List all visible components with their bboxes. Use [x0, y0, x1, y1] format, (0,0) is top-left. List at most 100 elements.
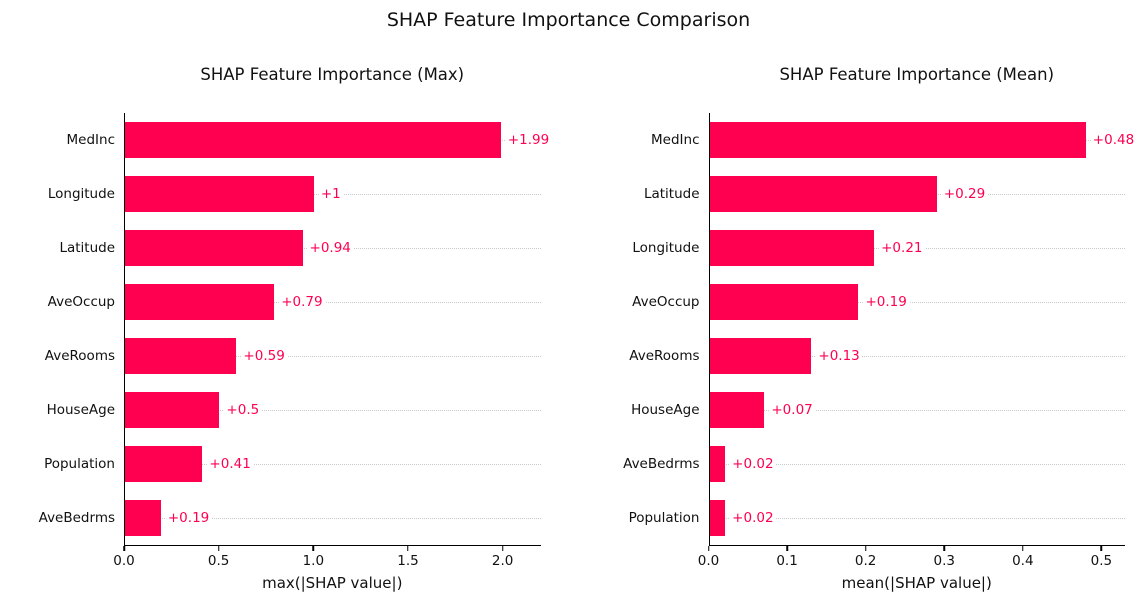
gridline [125, 302, 541, 303]
gridline [125, 356, 541, 357]
bar-row: AveBedrms +0.02 [597, 437, 1126, 491]
bar-row-plot: +1.99 [124, 113, 552, 167]
x-tick-label: 1.5 [397, 553, 419, 569]
bar-value-label: +0.29 [941, 186, 988, 202]
feature-label: AveBedrms [38, 510, 115, 526]
bar-row-plot: +0.19 [708, 275, 1126, 329]
x-tick-label: 0.3 [933, 553, 955, 569]
bar-wrap: +0.07 [709, 383, 1126, 437]
bar-row-plot: +0.19 [124, 491, 541, 545]
bar-value-label: +0.59 [241, 348, 287, 364]
bar-value-label: +0.79 [279, 294, 325, 310]
bar [709, 338, 812, 374]
bar-wrap: +0.21 [709, 221, 1126, 275]
x-axis [123, 545, 541, 552]
bar-value-label: +0.21 [879, 240, 925, 256]
x-tick-mark [1100, 546, 1103, 551]
bar [709, 446, 726, 482]
bar-wrap: +0.02 [709, 491, 1126, 545]
x-tick-mark [312, 546, 315, 551]
bar-row: Latitude +0.29 [597, 167, 1126, 221]
bar-row-plot: +0.21 [708, 221, 1126, 275]
x-tick-label: 0.5 [1090, 553, 1113, 569]
bar-wrap: +0.94 [125, 221, 541, 275]
bar-value-label: +0.19 [165, 510, 212, 526]
bar-wrap: +0.02 [709, 437, 1126, 491]
feature-label: Longitude [632, 240, 700, 256]
feature-label: AveRooms [44, 348, 115, 364]
bar-row: HouseAge +0.07 [597, 383, 1126, 437]
x-tick-label: 2.0 [491, 553, 514, 569]
bar-row-plot: +0.59 [124, 329, 541, 383]
feature-label: MedInc [66, 132, 115, 148]
bar-row-plot: +0.48 [708, 113, 1137, 167]
bar-row: MedInc +1.99 [12, 113, 552, 167]
bar [125, 446, 203, 482]
x-tick-mark [1022, 546, 1024, 551]
bar-wrap: +0.13 [709, 329, 1126, 383]
bar [125, 122, 501, 158]
x-tick-mark [864, 546, 867, 551]
x-tick-label: 0.5 [207, 553, 230, 569]
x-tick-label: 0.0 [697, 553, 720, 569]
gridline [125, 464, 541, 465]
bar-wrap: +0.5 [125, 383, 541, 437]
x-tick-mark [123, 546, 125, 551]
gridline [125, 518, 541, 519]
bar-row: AveBedrms +0.19 [12, 491, 541, 545]
bar [125, 230, 303, 266]
x-tick-label: 1.0 [302, 553, 325, 569]
x-tick-label: 0.2 [854, 553, 877, 569]
feature-label: AveBedrms [623, 456, 700, 472]
x-tick-label: 0.0 [113, 553, 135, 569]
bar-wrap: +0.29 [709, 167, 1126, 221]
bar-wrap: +0.41 [125, 437, 541, 491]
bar-wrap: +0.48 [709, 113, 1137, 167]
gridline [709, 518, 1125, 519]
x-tick-mark [407, 546, 409, 551]
bar [125, 500, 161, 536]
bar-value-label: +0.07 [769, 402, 815, 418]
charts-container: SHAP Feature Importance (Max) MedInc +1.9… [0, 65, 1137, 592]
bar-value-label: +0.5 [224, 402, 262, 418]
bar [709, 500, 726, 536]
gridline [709, 302, 1125, 303]
bar-value-label: +0.48 [1090, 132, 1137, 148]
bar [125, 176, 314, 212]
bar-value-label: +0.02 [730, 510, 776, 526]
x-axis [707, 545, 1125, 552]
bar-value-label: +0.94 [307, 240, 353, 256]
x-axis-label: mean(|SHAP value|) [841, 574, 992, 592]
x-tick-mark [707, 546, 710, 551]
bar-value-label: +1 [318, 186, 343, 202]
chart-mean-title: SHAP Feature Importance (Mean) [779, 65, 1055, 84]
bar-row: AveRooms +0.13 [597, 329, 1126, 383]
feature-label: HouseAge [46, 402, 115, 418]
figure-title: SHAP Feature Importance Comparison [386, 9, 751, 31]
bar-wrap: +0.59 [125, 329, 541, 383]
bar-wrap: +0.19 [125, 491, 541, 545]
bar-wrap: +0.19 [709, 275, 1126, 329]
bar-row: AveRooms +0.59 [12, 329, 541, 383]
feature-label: MedInc [651, 132, 700, 148]
bar-row-plot: +0.41 [124, 437, 541, 491]
x-tick-labels: 0.0 0.1 0.2 0.3 0.4 0.5 [698, 552, 1126, 572]
feature-label: AveOccup [632, 294, 700, 310]
x-tick-labels: 0.0 0.5 1.0 1.5 2.0 [113, 552, 541, 572]
bar-row: Population +0.02 [597, 491, 1126, 545]
gridline [709, 356, 1125, 357]
bar-row: AveOccup +0.19 [597, 275, 1126, 329]
chart-mean: SHAP Feature Importance (Mean) MedInc +0.… [597, 65, 1137, 592]
bar-row-plot: +0.02 [708, 491, 1126, 545]
bar-value-label: +0.41 [207, 456, 253, 472]
bar-value-label: +0.13 [816, 348, 862, 364]
feature-label: Population [44, 456, 115, 472]
feature-label: Latitude [643, 186, 700, 202]
bar-row-plot: +0.07 [708, 383, 1126, 437]
bar-value-label: +0.19 [863, 294, 909, 310]
chart-max-title: SHAP Feature Importance (Max) [200, 65, 465, 84]
feature-label: Longitude [47, 186, 115, 202]
x-tick-mark [501, 546, 504, 551]
bar-row-plot: +0.02 [708, 437, 1126, 491]
